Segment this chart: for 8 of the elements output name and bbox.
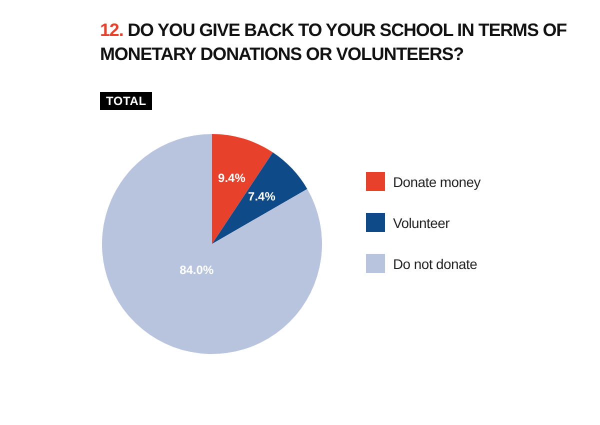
data-label: 9.4% xyxy=(218,171,246,186)
chart-title: 12. DO YOU GIVE BACK TO YOUR SCHOOL IN TERMS OF MONETARY DONATIONS OR VOLUNTEERS? xyxy=(100,20,567,64)
data-label: 7.4% xyxy=(248,190,276,204)
chart-subtitle: TOTAL xyxy=(100,92,152,110)
legend-label: Volunteer xyxy=(393,214,450,230)
legend-label: Donate money xyxy=(393,174,480,190)
data-label: 84.0% xyxy=(180,262,214,277)
legend-label: Do not donate xyxy=(393,256,478,272)
